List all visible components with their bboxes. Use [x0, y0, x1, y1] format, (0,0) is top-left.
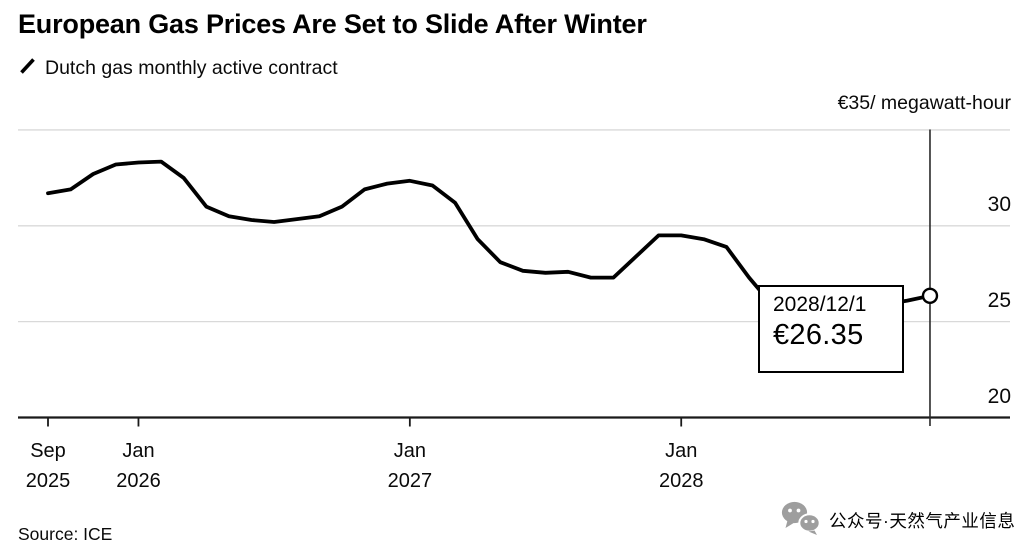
data-point-tooltip: 2028/12/1 €26.35 — [758, 285, 904, 373]
x-tick-year: 2027 — [387, 470, 433, 492]
x-tick-label: Jan 2026 — [116, 436, 161, 496]
y-tick-label: 20 — [987, 384, 1011, 408]
y-axis-unit-label: €35/ megawatt-hour — [837, 92, 1011, 114]
x-tick-month: Jan — [393, 440, 426, 462]
source-label: Source: ICE — [18, 524, 113, 544]
legend: Dutch gas monthly active contract — [19, 57, 338, 80]
x-tick-year: 2028 — [658, 470, 704, 492]
watermark: 公众号·天然气产业信息 — [781, 501, 1015, 540]
tooltip-date: 2028/12/1 — [773, 293, 867, 316]
x-tick-label: Jan 2027 — [388, 436, 433, 496]
x-tick-year: 2026 — [116, 470, 161, 492]
x-tick-month: Jan — [122, 440, 155, 462]
y-tick-label: 30 — [987, 192, 1011, 216]
x-tick-month: Sep — [30, 440, 66, 462]
x-tick-label: Jan 2028 — [659, 436, 704, 496]
legend-label: Dutch gas monthly active contract — [45, 57, 338, 79]
line-series-icon — [19, 57, 36, 80]
watermark-text: 公众号·天然气产业信息 — [829, 511, 1016, 531]
chart-title: European Gas Prices Are Set to Slide Aft… — [18, 9, 647, 39]
wechat-icon — [781, 501, 822, 540]
last-point-marker[interactable] — [921, 287, 939, 304]
tooltip-value: €26.35 — [773, 319, 864, 351]
y-tick-label: 25 — [987, 288, 1011, 312]
x-tick-month: Jan — [665, 440, 698, 462]
x-tick-label: Sep 2025 — [26, 436, 71, 496]
x-tick-year: 2025 — [25, 470, 71, 492]
